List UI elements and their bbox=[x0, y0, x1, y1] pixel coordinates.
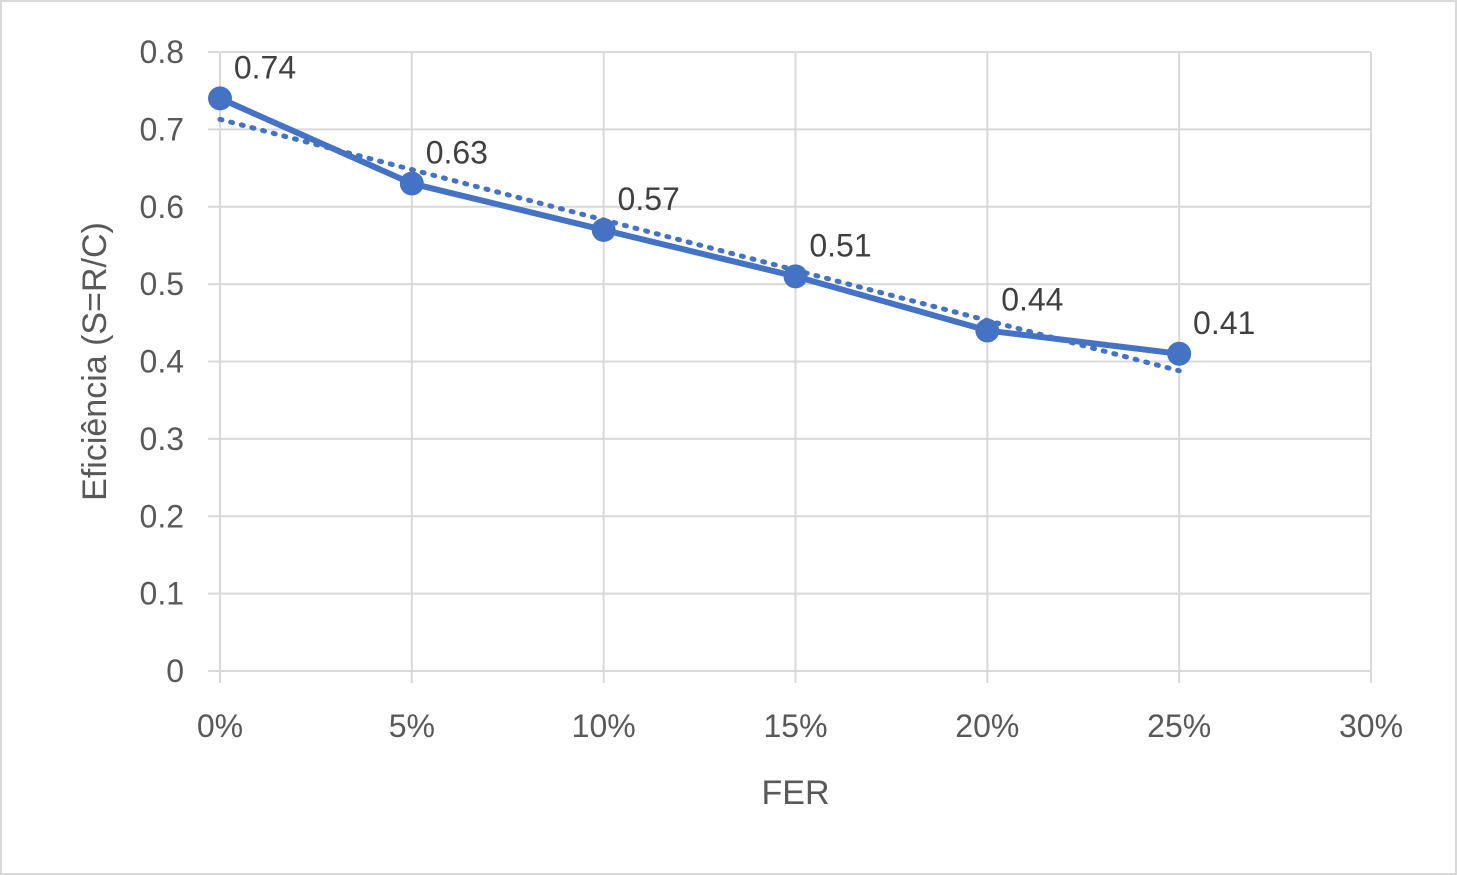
y-tick-label: 0.4 bbox=[140, 344, 184, 380]
data-point bbox=[591, 217, 616, 242]
data-point bbox=[208, 86, 232, 111]
data-label: 0.57 bbox=[618, 181, 680, 217]
data-point bbox=[1167, 341, 1192, 366]
x-tick-label: 15% bbox=[763, 708, 827, 744]
x-tick-labels: 0% 5% 10% 15% 20% 25% 30% bbox=[197, 708, 1403, 744]
data-label: 0.41 bbox=[1193, 305, 1255, 341]
x-tick-label: 10% bbox=[572, 708, 636, 744]
grid-lines bbox=[208, 51, 1372, 683]
data-point bbox=[783, 264, 808, 289]
series-group bbox=[208, 86, 1192, 366]
data-label: 0.63 bbox=[426, 135, 488, 171]
series-line bbox=[218, 95, 1180, 357]
data-point bbox=[399, 171, 424, 196]
x-tick-label: 30% bbox=[1339, 708, 1403, 744]
trendline-group bbox=[217, 116, 1182, 374]
y-tick-label: 0.1 bbox=[140, 576, 184, 612]
x-tick-label: 0% bbox=[197, 708, 243, 744]
data-label: 0.74 bbox=[234, 49, 296, 85]
y-tick-label: 0.3 bbox=[140, 421, 184, 457]
data-labels: 0.74 0.63 0.57 0.51 0.44 0.41 bbox=[234, 49, 1255, 340]
y-tick-label: 0.8 bbox=[140, 34, 184, 70]
x-tick-label: 20% bbox=[955, 708, 1019, 744]
data-point bbox=[975, 318, 1000, 343]
data-label: 0.44 bbox=[1001, 282, 1063, 318]
y-tick-label: 0 bbox=[166, 653, 184, 689]
y-tick-label: 0.2 bbox=[140, 498, 184, 534]
y-tick-label: 0.7 bbox=[140, 111, 184, 147]
y-tick-label: 0.6 bbox=[140, 189, 184, 225]
y-tick-label: 0.5 bbox=[140, 266, 184, 302]
x-axis-title: FER bbox=[762, 774, 830, 812]
trendline bbox=[217, 116, 1182, 374]
data-label: 0.51 bbox=[809, 227, 871, 263]
y-tick-labels: 0 0.1 0.2 0.3 0.4 0.5 0.6 0.7 0.8 bbox=[140, 34, 184, 689]
y-axis-title: Eficiência (S=R/C) bbox=[76, 222, 114, 501]
x-tick-label: 5% bbox=[389, 708, 435, 744]
x-tick-label: 25% bbox=[1147, 708, 1211, 744]
